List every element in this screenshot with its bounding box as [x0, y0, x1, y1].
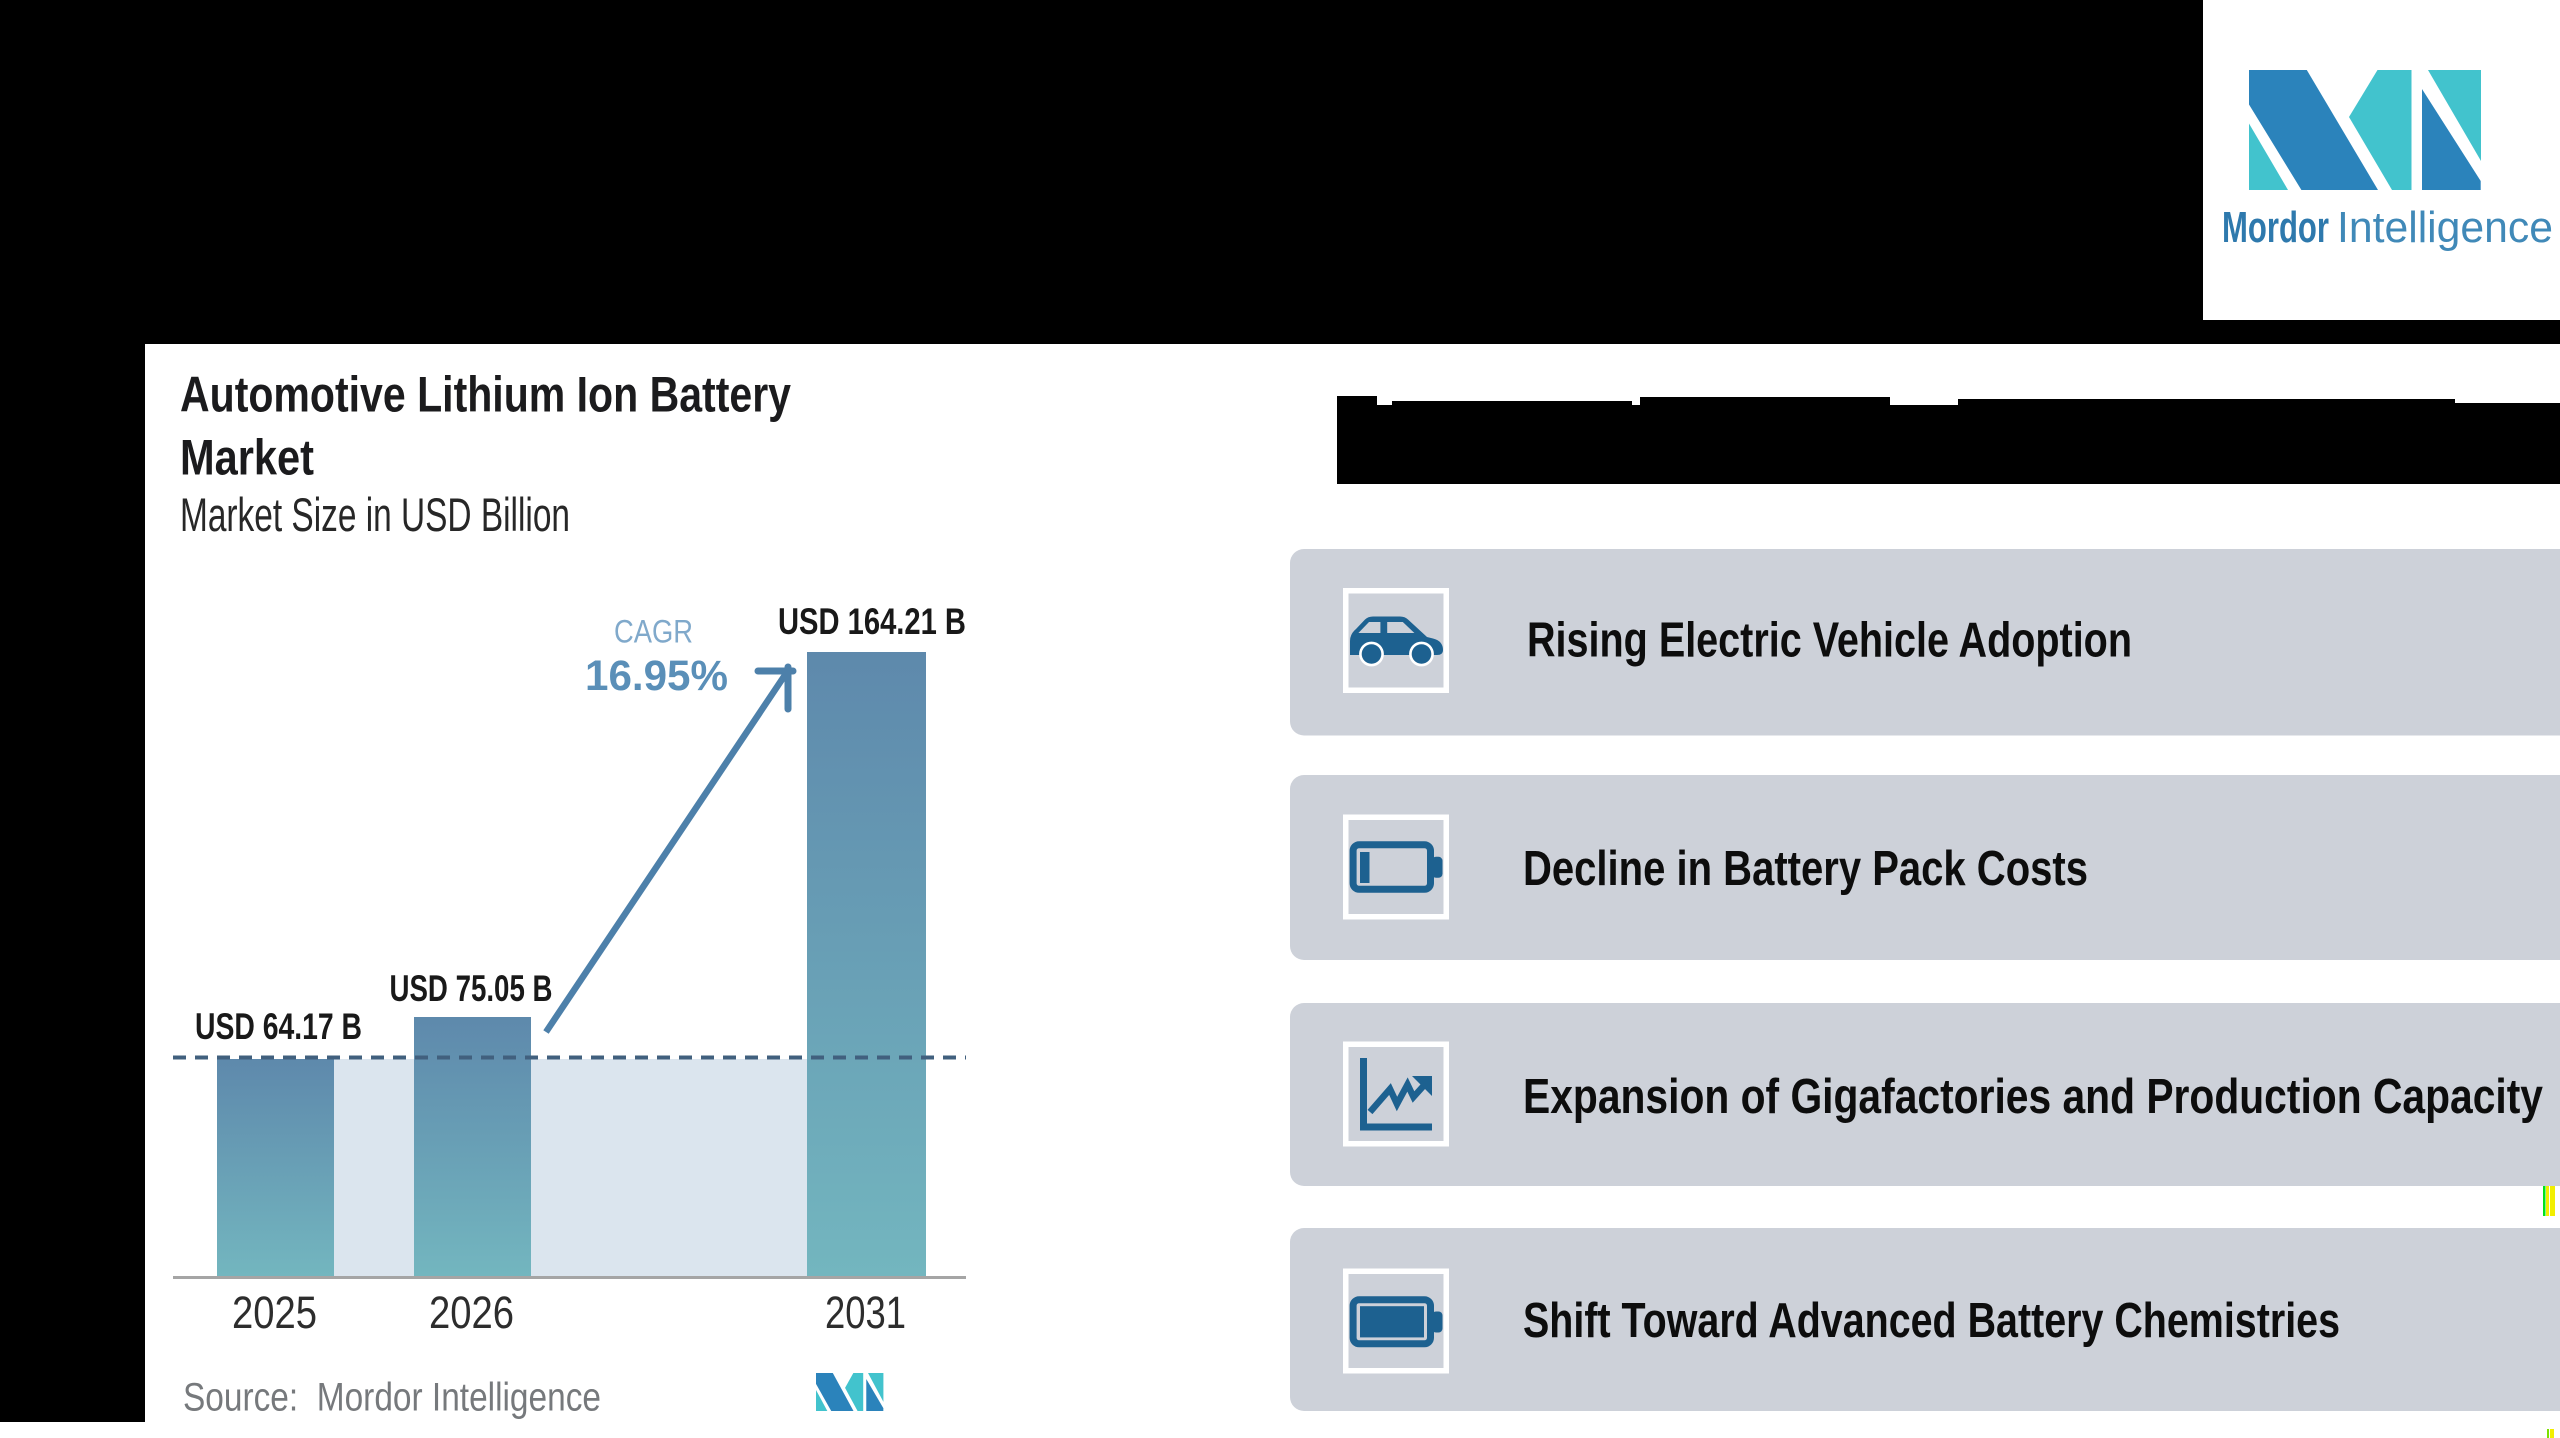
svg-text:Shift Toward Advanced Battery: Shift Toward Advanced Battery Chemistrie… [1523, 1294, 2340, 1348]
svg-text:2026: 2026 [429, 1287, 514, 1338]
svg-text:Market: Market [180, 430, 314, 486]
svg-text:USD 75.05 B: USD 75.05 B [390, 968, 553, 1009]
svg-text:USD 164.21 B: USD 164.21 B [778, 601, 966, 642]
svg-text:Rising Electric Vehicle Adopti: Rising Electric Vehicle Adoption [1527, 614, 2132, 668]
svg-text:CAGR: CAGR [614, 614, 693, 650]
svg-text:USD 64.17 B: USD 64.17 B [195, 1006, 362, 1047]
svg-text:Source: Mordor Intelligence: Source: Mordor Intelligence [183, 1376, 601, 1420]
svg-text:2025: 2025 [232, 1287, 317, 1338]
svg-text:Intelligence: Intelligence [2337, 203, 2553, 252]
svg-text:Mordor: Mordor [2222, 203, 2329, 252]
svg-text:Market Size in USD Billion: Market Size in USD Billion [180, 488, 570, 541]
svg-text:Decline in Battery Pack Costs: Decline in Battery Pack Costs [1523, 842, 2088, 896]
svg-text:2031: 2031 [825, 1287, 906, 1338]
svg-text:Automotive Lithium Ion Battery: Automotive Lithium Ion Battery [180, 367, 791, 423]
svg-text:Expansion of Gigafactories and: Expansion of Gigafactories and Productio… [1523, 1070, 2543, 1124]
svg-text:16.95%: 16.95% [585, 652, 728, 700]
